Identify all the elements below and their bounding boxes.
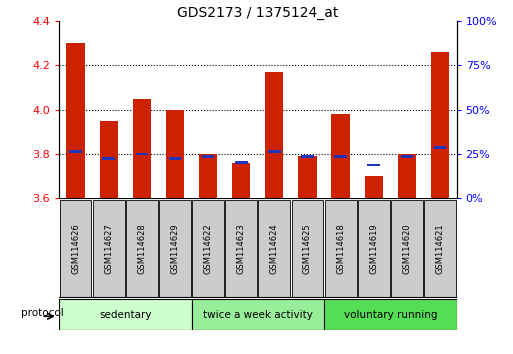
FancyBboxPatch shape [358,200,390,297]
Text: GSM114622: GSM114622 [204,223,212,274]
Bar [232,163,250,198]
Bar [433,146,446,149]
Bar [166,110,184,198]
FancyBboxPatch shape [391,200,423,297]
FancyBboxPatch shape [291,200,323,297]
Bar [135,153,148,155]
FancyBboxPatch shape [259,200,290,297]
Bar [365,176,383,198]
Bar [331,114,350,198]
Text: GSM114625: GSM114625 [303,223,312,274]
FancyBboxPatch shape [324,299,457,330]
Bar [268,150,281,153]
Text: twice a week activity: twice a week activity [203,310,313,320]
Text: GSM114626: GSM114626 [71,223,80,274]
FancyBboxPatch shape [159,200,191,297]
Bar [103,157,115,160]
FancyBboxPatch shape [225,200,257,297]
Text: GSM114627: GSM114627 [104,223,113,274]
FancyBboxPatch shape [424,200,456,297]
Bar [398,154,416,198]
Text: GSM114624: GSM114624 [270,223,279,274]
FancyBboxPatch shape [93,200,125,297]
Text: GSM114618: GSM114618 [336,223,345,274]
Bar [133,99,151,198]
Text: GSM114623: GSM114623 [236,223,246,274]
Text: protocol: protocol [21,308,64,318]
FancyBboxPatch shape [60,200,91,297]
Bar [169,157,181,160]
Bar [235,161,247,164]
Bar [69,150,82,153]
FancyBboxPatch shape [191,299,324,330]
Bar [67,44,85,198]
Bar [401,155,413,158]
Bar [334,155,347,158]
Bar [202,155,214,158]
Text: sedentary: sedentary [99,310,151,320]
FancyBboxPatch shape [325,200,357,297]
Text: GSM114629: GSM114629 [170,223,180,274]
Title: GDS2173 / 1375124_at: GDS2173 / 1375124_at [177,6,339,20]
Text: GSM114620: GSM114620 [402,223,411,274]
FancyBboxPatch shape [192,200,224,297]
FancyBboxPatch shape [126,200,157,297]
Bar [265,72,284,198]
Bar [299,156,317,198]
Text: GSM114619: GSM114619 [369,223,378,274]
Text: voluntary running: voluntary running [344,310,437,320]
Bar [431,52,449,198]
Text: GSM114621: GSM114621 [436,223,444,274]
Bar [367,164,380,166]
Bar [301,155,314,158]
Bar [199,154,217,198]
Bar [100,121,118,198]
FancyBboxPatch shape [59,299,191,330]
Text: GSM114628: GSM114628 [137,223,146,274]
